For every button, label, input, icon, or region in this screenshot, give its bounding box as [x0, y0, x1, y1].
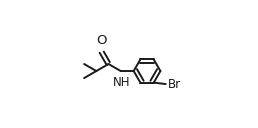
Text: NH: NH — [112, 76, 130, 89]
Text: O: O — [96, 34, 107, 47]
Text: Br: Br — [168, 78, 181, 90]
